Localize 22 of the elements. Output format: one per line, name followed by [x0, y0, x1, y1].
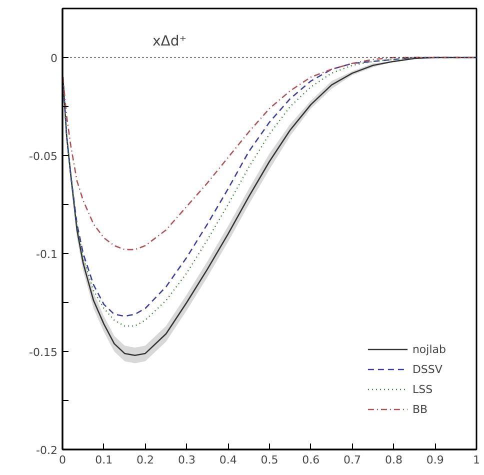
x-tick-label: 0.3: [178, 454, 196, 466]
y-tick-label: -0.05: [29, 150, 58, 163]
legend-label: DSSV: [412, 362, 442, 376]
x-tick-label: 0.2: [136, 454, 154, 466]
y-tick-label: 0: [50, 52, 58, 65]
x-tick-label: 1: [473, 454, 480, 466]
legend-label: BB: [412, 402, 429, 416]
x-tick-label: 0.5: [260, 454, 278, 466]
x-tick-label: 0.7: [344, 454, 362, 466]
x-tick-label: 0.1: [95, 454, 113, 466]
x-tick-label: 0.8: [384, 454, 402, 466]
x-tick-label: 0.9: [426, 454, 444, 466]
y-tick-label: -0.1: [36, 248, 58, 261]
y-tick-label: -0.15: [29, 346, 58, 359]
y-tick-label: -0.2: [36, 444, 58, 457]
annotation: xΔd⁺: [152, 34, 187, 50]
x-tick-label: 0: [59, 454, 66, 466]
x-tick-label: 0.6: [302, 454, 320, 466]
legend-label: nojlab: [412, 342, 446, 356]
legend-label: LSS: [412, 382, 433, 396]
line-series: [62, 56, 476, 250]
x-tick-label: 0.4: [219, 454, 237, 466]
